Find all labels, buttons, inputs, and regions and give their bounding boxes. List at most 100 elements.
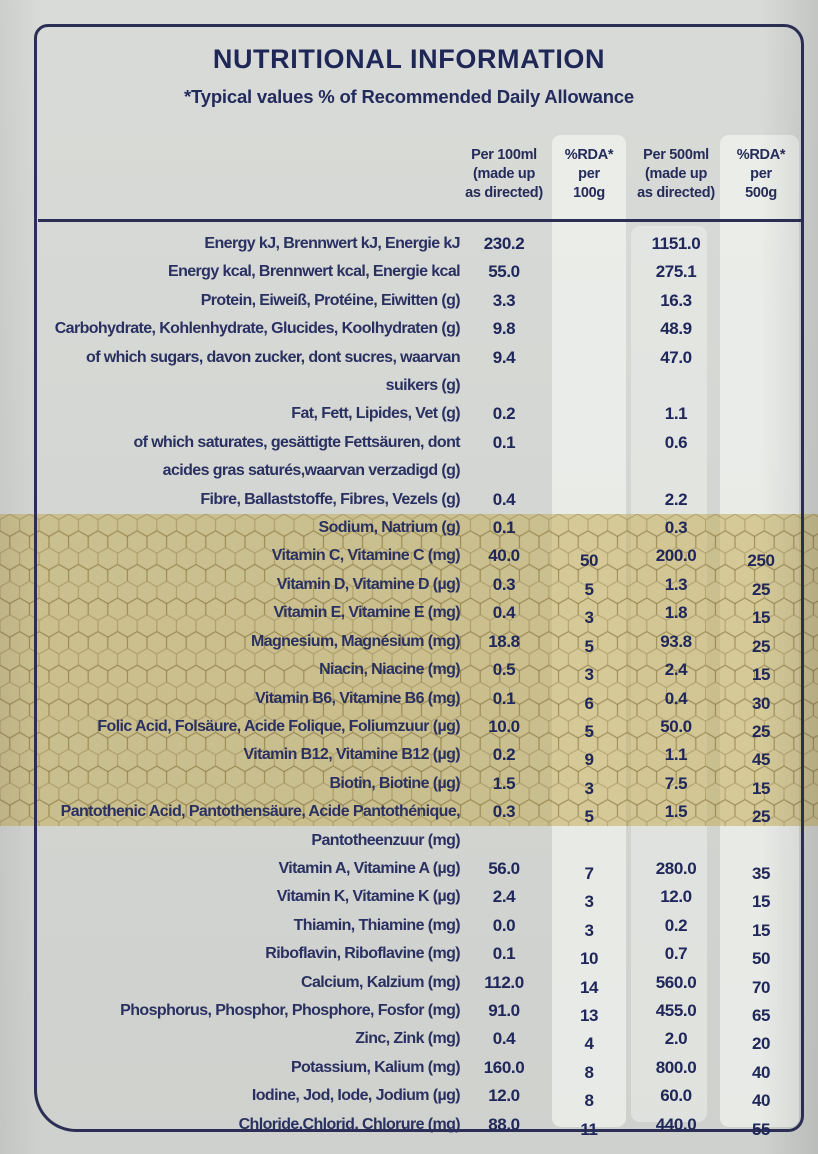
value-rda-per-500g: 45	[751, 750, 771, 770]
nutrient-label: Magnesium, Magnésium (mg)	[250, 632, 461, 650]
value-rda-per-500g: 25	[751, 807, 771, 827]
nutrient-label: Vitamin B12, Vitamine B12 (µg)	[243, 746, 461, 764]
value-per-100ml: 2.4	[492, 887, 516, 907]
value-rda-per-100g: 5	[584, 807, 594, 827]
value-per-500ml: 1.3	[664, 574, 688, 594]
table-row: of which sugars, davon zucker, dont sucr…	[44, 344, 804, 401]
table-row: Fat, Fett, Lipides, Vet (g) 0.2 1.1	[44, 400, 804, 428]
value-per-500ml: 2.2	[664, 489, 688, 509]
table-body: Energy kJ, Brennwert kJ, Energie kJ 230.2…	[44, 230, 804, 1139]
value-rda-per-100g: 6	[584, 693, 594, 713]
value-per-500ml: 440.0	[655, 1114, 697, 1134]
value-per-500ml: 560.0	[655, 972, 697, 992]
table-row: Magnesium, Magnésium (mg) 18.8 5 93.8 25	[44, 628, 804, 656]
value-rda-per-500g: 40	[751, 1062, 771, 1082]
nutrient-label: Sodium, Natrium (g)	[318, 519, 461, 537]
table-row: of which saturates, gesättigte Fettsäure…	[44, 429, 804, 486]
value-per-100ml: 160.0	[483, 1057, 525, 1077]
value-rda-per-500g: 55	[751, 1119, 771, 1139]
table-row: Energy kcal, Brennwert kcal, Energie kca…	[44, 258, 804, 286]
table-row: Niacin, Niacine (mg) 0.5 3 2.4 15	[44, 656, 804, 684]
value-per-500ml: 280.0	[655, 858, 697, 878]
value-rda-per-100g: 10	[579, 949, 599, 969]
value-rda-per-500g: 40	[751, 1091, 771, 1111]
column-header-per-500ml: Per 500ml (made up as directed)	[637, 147, 715, 201]
nutrient-label: Pantothenic Acid, Pantothensäure, Acide …	[60, 803, 461, 849]
table-row: Zinc, Zink (mg) 0.4 4 2.0 20	[44, 1025, 804, 1053]
table-row: Phosphorus, Phosphor, Phosphore, Fosfor …	[44, 997, 804, 1025]
nutrient-label: Carbohydrate, Kohlenhydrate, Glucides, K…	[54, 320, 461, 338]
table-row: Thiamin, Thiamine (mg) 0.0 3 0.2 15	[44, 912, 804, 940]
value-per-500ml: 47.0	[660, 347, 692, 367]
value-per-500ml: 2.4	[664, 660, 688, 680]
value-per-500ml: 275.1	[655, 262, 697, 282]
value-per-100ml: 91.0	[488, 1000, 520, 1020]
value-per-100ml: 112.0	[484, 972, 524, 992]
value-rda-per-100g: 3	[584, 778, 594, 798]
value-per-100ml: 0.1	[492, 688, 516, 708]
nutrient-label: Vitamin A, Vitamine A (µg)	[278, 859, 460, 877]
honeycomb-pattern	[0, 514, 818, 826]
nutrient-label: of which sugars, davon zucker, dont sucr…	[86, 348, 461, 395]
table-row: Sodium, Natrium (g) 0.1 0.3	[44, 514, 804, 542]
value-per-500ml: 1.8	[664, 603, 688, 623]
value-per-500ml: 48.9	[660, 319, 692, 339]
value-per-500ml: 200.0	[655, 546, 697, 566]
table-row: Protein, Eiweiß, Protéine, Eiwitten (g) 3…	[44, 287, 804, 315]
value-per-100ml: 0.4	[492, 489, 516, 509]
value-rda-per-100g: 5	[584, 721, 594, 741]
value-per-100ml: 3.3	[492, 290, 516, 310]
value-rda-per-500g: 25	[751, 579, 771, 599]
value-per-500ml: 60.0	[660, 1086, 692, 1106]
table-row: Folic Acid, Folsäure, Acide Folique, Fol…	[44, 713, 804, 741]
value-rda-per-500g: 25	[751, 721, 771, 741]
value-rda-per-100g: 8	[584, 1062, 594, 1082]
value-rda-per-100g: 3	[584, 920, 594, 940]
value-rda-per-100g: 4	[584, 1034, 594, 1054]
value-rda-per-100g: 7	[584, 863, 594, 883]
value-rda-per-500g: 65	[751, 1005, 771, 1025]
value-per-100ml: 0.1	[492, 432, 516, 452]
value-per-500ml: 93.8	[660, 631, 692, 651]
value-rda-per-100g: 3	[584, 892, 594, 912]
value-per-500ml: 2.0	[664, 1029, 688, 1049]
vitamin-highlight-band	[0, 514, 818, 826]
table-row: Vitamin K, Vitamine K (µg) 2.4 3 12.0 15	[44, 883, 804, 911]
table-row: Fibre, Ballaststoffe, Fibres, Vezels (g)…	[44, 486, 804, 514]
value-per-500ml: 455.0	[655, 1000, 697, 1020]
value-per-100ml: 0.2	[492, 404, 516, 424]
value-per-100ml: 0.4	[492, 603, 516, 623]
nutrient-label: Thiamin, Thiamine (mg)	[293, 916, 461, 934]
value-per-100ml: 0.1	[492, 518, 516, 538]
value-per-500ml: 1.1	[664, 404, 688, 424]
column-header-rda-500g: %RDA* per 500g	[736, 147, 786, 201]
value-rda-per-500g: 35	[751, 863, 771, 883]
nutrient-label: Vitamin E, Vitamine E (mg)	[273, 604, 460, 622]
value-rda-per-500g: 15	[751, 665, 771, 685]
value-per-100ml: 18.8	[488, 631, 520, 651]
value-rda-per-500g: 20	[751, 1034, 771, 1054]
nutrient-label: Energy kcal, Brennwert kcal, Energie kca…	[168, 263, 461, 281]
table-row: Vitamin B6, Vitamine B6 (mg) 0.1 6 0.4 30	[44, 685, 804, 713]
value-per-500ml: 800.0	[655, 1057, 697, 1077]
value-per-500ml: 0.3	[664, 518, 688, 538]
value-per-100ml: 40.0	[488, 546, 520, 566]
value-rda-per-100g: 5	[584, 579, 594, 599]
value-rda-per-100g: 5	[584, 636, 594, 656]
column-header-per-100ml: Per 100ml (made up as directed)	[465, 147, 543, 201]
value-per-100ml: 0.1	[492, 944, 516, 964]
nutrient-label: Riboflavin, Riboflavine (mg)	[265, 945, 460, 963]
table-row: Iodine, Jod, Iode, Jodium (µg) 12.0 8 60.0 4…	[44, 1082, 804, 1110]
table-row: Riboflavin, Riboflavine (mg) 0.1 10 0.7 50	[44, 940, 804, 968]
value-per-100ml: 12.0	[488, 1086, 520, 1106]
value-rda-per-500g: 15	[751, 892, 771, 912]
value-rda-per-100g: 50	[579, 551, 599, 571]
nutrient-label: Vitamin B6, Vitamine B6 (mg)	[255, 689, 460, 707]
value-per-500ml: 1.1	[664, 745, 688, 765]
value-per-100ml: 0.0	[492, 915, 516, 935]
nutrient-label: Phosphorus, Phosphor, Phosphore, Fosfor …	[120, 1001, 460, 1019]
value-per-100ml: 55.0	[488, 262, 520, 282]
nutrient-label: Potassium, Kalium (mg)	[290, 1058, 461, 1076]
value-rda-per-100g: 14	[579, 977, 599, 997]
